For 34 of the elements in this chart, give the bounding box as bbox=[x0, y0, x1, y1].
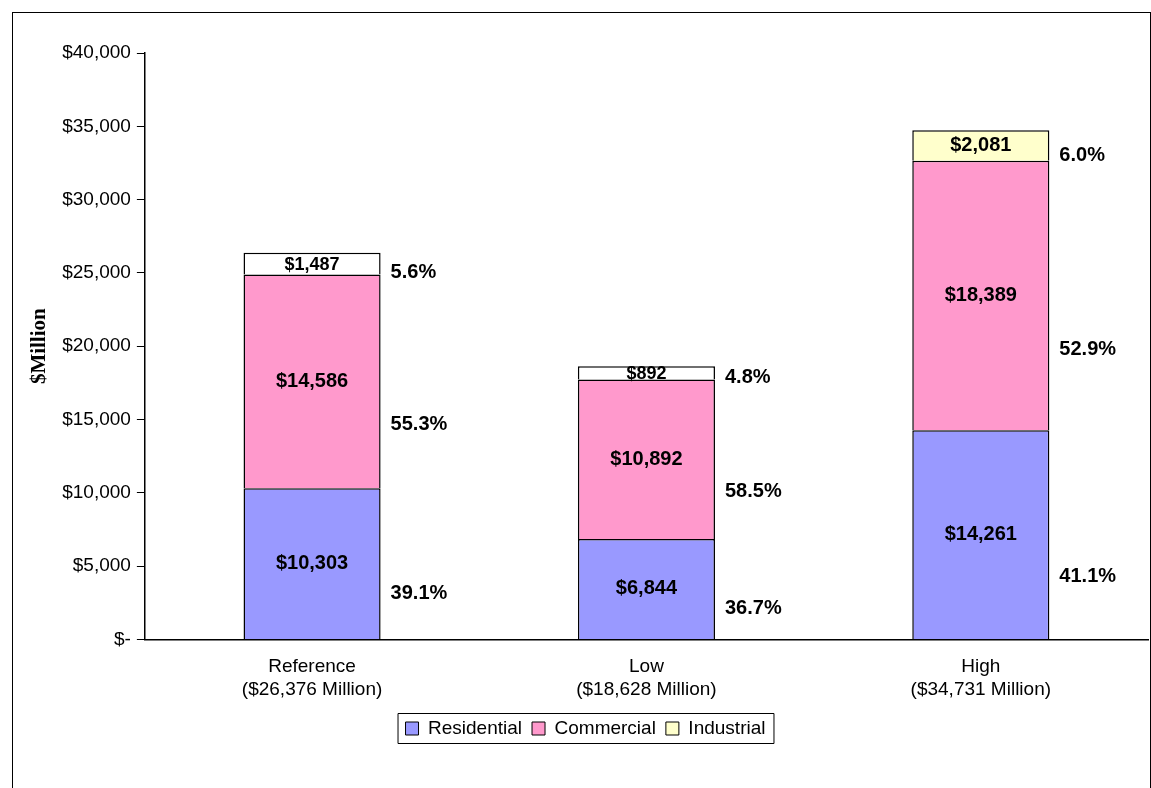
y-tick-label: $40,000 bbox=[62, 41, 131, 63]
data-label: $14,586 bbox=[275, 368, 349, 391]
y-tick-label: $20,000 bbox=[62, 334, 131, 356]
annotation: 6.0% bbox=[1059, 143, 1106, 166]
legend-label: Commercial bbox=[554, 716, 656, 738]
y-tick-label: $35,000 bbox=[62, 114, 131, 136]
data-label: $18,389 bbox=[944, 283, 1017, 306]
data-label: $1,487 bbox=[284, 253, 340, 274]
y-tick-label: $5,000 bbox=[72, 554, 131, 576]
x-tick-label: High ($34,731 Million) bbox=[910, 655, 1052, 699]
annotation: 4.8% bbox=[724, 364, 771, 387]
y-tick-label: $25,000 bbox=[62, 261, 131, 283]
data-label: $10,303 bbox=[275, 551, 349, 574]
y-axis-title: $Million bbox=[26, 307, 51, 385]
data-label: $14,261 bbox=[944, 522, 1017, 545]
annotation: 5.6% bbox=[390, 260, 437, 283]
data-label: $6,844 bbox=[615, 576, 678, 599]
x-tick-label: Reference ($26,376 Million) bbox=[241, 655, 383, 699]
y-tick-label: $15,000 bbox=[62, 407, 131, 429]
x-tick-label: Low ($18,628 Million) bbox=[576, 655, 717, 699]
annotation: 36.7% bbox=[724, 596, 782, 619]
annotation: 55.3% bbox=[390, 411, 448, 434]
y-tick-label: $30,000 bbox=[62, 187, 131, 209]
annotation: 39.1% bbox=[390, 581, 448, 604]
data-label: $892 bbox=[626, 362, 667, 383]
y-tick-label: $- bbox=[113, 627, 131, 649]
annotation: 41.1% bbox=[1059, 563, 1117, 586]
annotation: 52.9% bbox=[1059, 336, 1117, 359]
data-label: $10,892 bbox=[610, 446, 683, 469]
annotation: 58.5% bbox=[724, 478, 782, 501]
legend-label: Industrial bbox=[688, 716, 766, 738]
legend-label: Residential bbox=[428, 716, 523, 738]
data-label: $2,081 bbox=[950, 133, 1012, 156]
y-tick-label: $10,000 bbox=[62, 481, 131, 503]
